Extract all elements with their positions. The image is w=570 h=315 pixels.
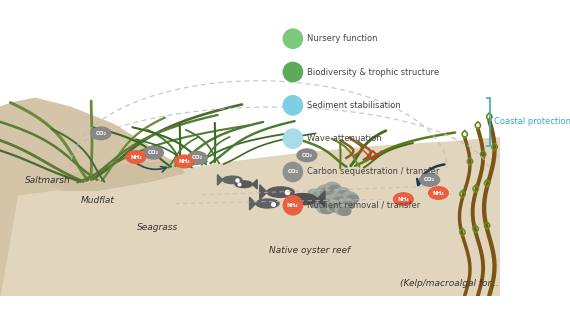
Text: NH₄: NH₄ (130, 155, 142, 160)
Ellipse shape (316, 201, 328, 209)
Ellipse shape (347, 195, 359, 203)
Text: Nursery function: Nursery function (307, 34, 377, 43)
Ellipse shape (342, 201, 354, 209)
Ellipse shape (329, 194, 345, 204)
Ellipse shape (256, 199, 279, 208)
Text: NH₄: NH₄ (397, 197, 409, 202)
Ellipse shape (188, 152, 207, 164)
Text: CO₂: CO₂ (424, 177, 435, 182)
Polygon shape (260, 185, 267, 199)
Ellipse shape (316, 185, 332, 196)
Text: Saltmarsh: Saltmarsh (25, 176, 70, 186)
Circle shape (283, 196, 303, 215)
Circle shape (283, 62, 303, 82)
Circle shape (283, 162, 303, 182)
Polygon shape (253, 180, 257, 189)
Ellipse shape (420, 174, 439, 186)
Ellipse shape (308, 189, 323, 200)
Text: NH₄: NH₄ (433, 191, 444, 196)
Ellipse shape (174, 155, 194, 168)
Text: Coastal protection: Coastal protection (494, 117, 570, 127)
Polygon shape (88, 159, 500, 295)
Ellipse shape (429, 187, 448, 199)
Ellipse shape (343, 192, 359, 203)
Ellipse shape (126, 151, 146, 163)
Text: CO₂: CO₂ (302, 153, 312, 158)
Ellipse shape (329, 186, 341, 193)
Text: Biodiversity & trophic structure: Biodiversity & trophic structure (307, 67, 439, 77)
Text: Native oyster reef: Native oyster reef (269, 245, 351, 255)
Ellipse shape (307, 197, 319, 205)
Circle shape (283, 96, 303, 115)
Ellipse shape (337, 191, 350, 199)
Text: CO₂: CO₂ (95, 131, 107, 136)
Ellipse shape (223, 176, 242, 184)
Ellipse shape (325, 182, 341, 193)
Ellipse shape (235, 181, 253, 188)
Ellipse shape (324, 199, 337, 207)
Ellipse shape (317, 202, 333, 214)
Ellipse shape (267, 187, 294, 198)
Ellipse shape (339, 198, 354, 209)
Ellipse shape (144, 146, 164, 159)
Ellipse shape (320, 188, 332, 196)
Ellipse shape (297, 149, 317, 162)
Polygon shape (218, 175, 223, 185)
Ellipse shape (334, 187, 350, 198)
Text: Wave attenuation: Wave attenuation (307, 134, 381, 143)
Polygon shape (250, 197, 256, 210)
Text: NH₄: NH₄ (287, 203, 299, 208)
Text: Carbon sequestration / transfer: Carbon sequestration / transfer (307, 168, 439, 176)
Ellipse shape (312, 198, 328, 209)
Text: Mudflat: Mudflat (80, 196, 115, 205)
Ellipse shape (288, 193, 317, 205)
Text: (Kelp/macroalgal for...: (Kelp/macroalgal for... (400, 279, 499, 288)
Polygon shape (0, 138, 500, 295)
Ellipse shape (321, 195, 336, 206)
Ellipse shape (339, 208, 351, 215)
Text: Nutrient removal / transfer: Nutrient removal / transfer (307, 201, 420, 210)
Polygon shape (317, 191, 325, 207)
Ellipse shape (303, 194, 319, 204)
Polygon shape (48, 162, 184, 190)
Text: CO₂: CO₂ (287, 169, 298, 175)
Ellipse shape (91, 127, 111, 140)
Text: CO₂: CO₂ (148, 150, 159, 155)
Ellipse shape (326, 201, 342, 212)
Ellipse shape (321, 206, 333, 214)
Polygon shape (0, 98, 176, 295)
Ellipse shape (329, 204, 342, 212)
Text: NH₄: NH₄ (178, 159, 190, 164)
Circle shape (283, 29, 303, 48)
Ellipse shape (311, 192, 324, 200)
Ellipse shape (335, 204, 351, 215)
Text: Seagrass: Seagrass (137, 223, 178, 232)
Ellipse shape (333, 197, 345, 205)
Text: CO₂: CO₂ (192, 155, 203, 160)
Text: Sediment stabilisation: Sediment stabilisation (307, 101, 401, 110)
Ellipse shape (393, 193, 413, 205)
Circle shape (283, 129, 303, 148)
